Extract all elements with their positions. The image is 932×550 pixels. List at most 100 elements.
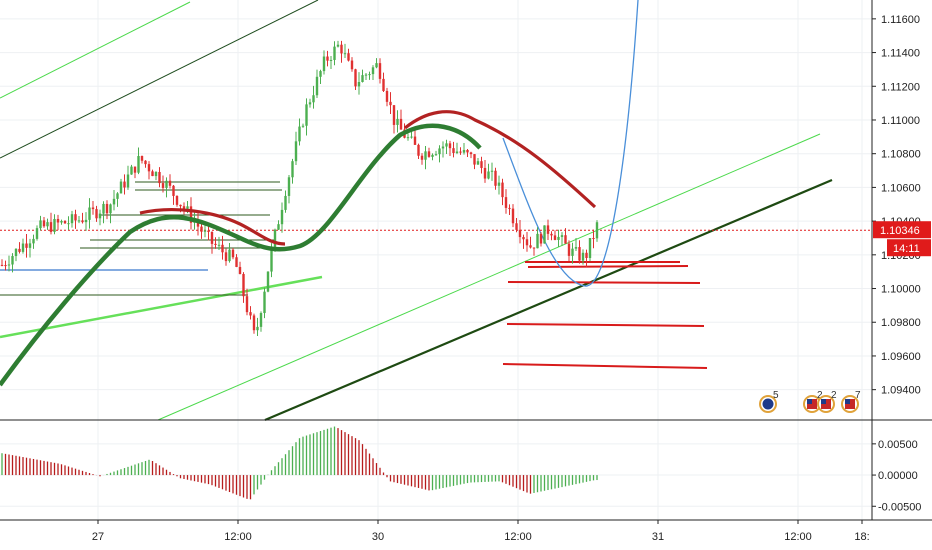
candle-body	[546, 225, 550, 234]
candle-body	[361, 75, 364, 83]
badge-count: 2	[817, 390, 823, 401]
candle-body	[452, 148, 455, 153]
price-tick-label: 1.10600	[881, 182, 921, 194]
candle-body	[105, 203, 109, 214]
badge-flag-canton	[845, 399, 850, 404]
candle-body	[378, 63, 382, 79]
time-tick-label: 18:	[854, 531, 869, 543]
candle-body	[585, 252, 588, 258]
candle-body	[504, 197, 508, 208]
candle-body	[256, 326, 259, 331]
badge-fill	[762, 398, 774, 410]
candle-body	[553, 235, 557, 240]
candle-body	[536, 233, 539, 249]
candle-body	[340, 44, 343, 54]
candle-body	[200, 226, 203, 232]
candle-body	[497, 182, 501, 186]
candle-body	[564, 235, 567, 244]
candle-body	[522, 237, 525, 240]
candle-body	[406, 137, 410, 139]
candle-body	[221, 244, 224, 253]
channel-line-upper	[0, 1, 191, 99]
flag-badge-icon[interactable]	[803, 395, 821, 413]
candle-body	[214, 243, 217, 245]
candle-body	[462, 149, 466, 153]
candle-body	[427, 151, 431, 157]
candle-body	[242, 273, 245, 297]
candle-body	[91, 207, 95, 210]
candle-body	[567, 243, 571, 256]
oscillator-layer	[1, 426, 598, 500]
candle-body	[592, 238, 595, 240]
candle-body	[18, 248, 21, 252]
candles-layer	[0, 40, 599, 336]
candle-body	[186, 206, 189, 209]
candle-body	[294, 141, 298, 162]
flag-badge-icon[interactable]	[841, 395, 859, 413]
candle-body	[571, 248, 574, 256]
candle-body	[501, 182, 504, 198]
candle-body	[347, 53, 350, 61]
candle-body	[119, 181, 123, 194]
candle-body	[518, 229, 522, 238]
candle-body	[364, 74, 368, 76]
candle-body	[389, 101, 392, 106]
last-price-label: 1.10346	[880, 225, 920, 237]
flag-badge-icon[interactable]	[817, 395, 835, 413]
candle-body	[357, 82, 361, 87]
candle-body	[217, 244, 221, 246]
candle-body	[329, 59, 333, 61]
price-tick-label: 1.10000	[881, 284, 921, 296]
candle-body	[595, 222, 599, 239]
candle-body	[179, 204, 182, 207]
candle-body	[70, 214, 74, 224]
candle-body	[14, 248, 18, 257]
candle-body	[63, 221, 67, 224]
event-badge-icon[interactable]	[759, 395, 777, 413]
support-line-red	[502, 363, 708, 369]
candle-body	[280, 209, 284, 225]
candle-body	[123, 181, 126, 188]
candle-body	[109, 204, 112, 214]
candle-body	[137, 156, 140, 173]
candle-body	[224, 252, 228, 262]
candle-body	[154, 171, 158, 177]
candle-body	[263, 291, 266, 314]
candle-body	[249, 312, 252, 316]
candle-body	[494, 170, 497, 186]
candle-body	[88, 207, 91, 220]
candle-body	[560, 235, 564, 237]
price-tick-label: 1.11000	[881, 115, 920, 127]
candle-body	[7, 264, 11, 266]
candle-body	[140, 156, 144, 161]
candle-body	[172, 185, 175, 196]
badge-count: 5	[773, 390, 779, 401]
candle-body	[56, 218, 60, 223]
countdown-label: 14:11	[893, 243, 920, 255]
candle-body	[473, 154, 476, 165]
candle-body	[144, 160, 147, 165]
candle-body	[574, 247, 578, 249]
candle-body	[343, 53, 347, 55]
candle-body	[84, 219, 88, 223]
badge-count: 2	[831, 390, 837, 401]
candle-body	[67, 223, 70, 225]
candle-body	[487, 171, 490, 179]
last-price-tag	[873, 221, 931, 239]
candle-body	[385, 90, 389, 102]
candle-body	[417, 144, 420, 156]
candle-body	[336, 44, 340, 47]
candle-body	[287, 177, 291, 196]
candle-body	[161, 183, 165, 188]
candle-body	[252, 315, 256, 331]
candle-body	[588, 238, 592, 258]
price-tick-label: 1.10800	[881, 149, 921, 161]
candle-body	[424, 151, 427, 160]
candle-body	[259, 313, 263, 327]
parabola-curve	[502, 0, 639, 287]
candle-body	[112, 198, 116, 205]
candle-body	[4, 265, 7, 267]
